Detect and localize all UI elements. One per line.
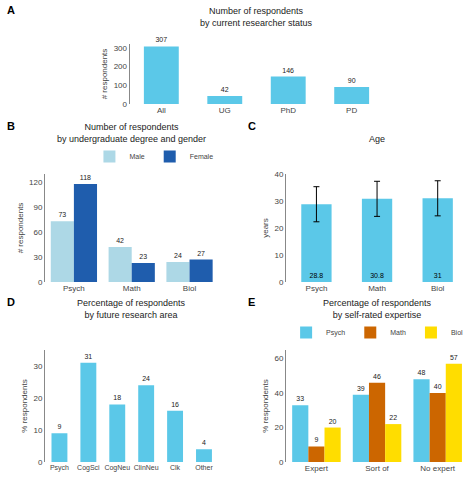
svg-text:20: 20 (275, 423, 284, 432)
svg-text:Math: Math (390, 329, 406, 336)
svg-text:48: 48 (418, 369, 426, 376)
svg-text:PD: PD (346, 106, 357, 115)
svg-text:0: 0 (279, 458, 284, 467)
svg-text:Math: Math (368, 284, 386, 293)
svg-text:10: 10 (275, 251, 284, 260)
svg-text:Math: Math (123, 284, 141, 293)
svg-text:ClinNeu: ClinNeu (134, 464, 159, 471)
svg-text:0: 0 (38, 458, 43, 467)
svg-text:9: 9 (314, 436, 318, 443)
svg-text:Biol: Biol (451, 329, 463, 336)
svg-text:Percentage of respondentsby fu: Percentage of respondentsby future resea… (77, 298, 186, 320)
svg-text:0: 0 (279, 278, 284, 287)
svg-text:146: 146 (282, 67, 294, 74)
svg-text:24: 24 (142, 375, 150, 382)
svg-text:200: 200 (114, 62, 128, 71)
svg-text:20: 20 (329, 418, 337, 425)
svg-text:31: 31 (84, 353, 92, 360)
svg-text:Sort of: Sort of (365, 464, 389, 473)
svg-text:9: 9 (57, 423, 61, 430)
svg-text:30.8: 30.8 (370, 272, 384, 279)
svg-text:No expert: No expert (420, 464, 455, 473)
svg-text:years: years (261, 218, 270, 238)
svg-text:40: 40 (275, 389, 284, 398)
svg-text:40: 40 (434, 383, 442, 390)
svg-text:Biol: Biol (183, 284, 197, 293)
svg-text:Male: Male (129, 153, 144, 160)
svg-text:90: 90 (348, 77, 356, 84)
svg-text:4: 4 (202, 439, 206, 446)
svg-text:30: 30 (275, 197, 284, 206)
svg-text:90: 90 (33, 203, 42, 212)
svg-text:20: 20 (33, 394, 42, 403)
svg-text:A: A (7, 4, 15, 16)
svg-text:# respondents: # respondents (16, 203, 25, 254)
svg-text:46: 46 (373, 373, 381, 380)
svg-text:E: E (248, 296, 255, 308)
svg-text:Other: Other (195, 464, 213, 471)
svg-text:CogNeu: CogNeu (104, 464, 130, 472)
svg-text:Psych: Psych (63, 284, 85, 293)
svg-text:0: 0 (123, 100, 128, 109)
svg-text:Expert: Expert (305, 464, 329, 473)
svg-text:100: 100 (114, 81, 128, 90)
svg-text:22: 22 (389, 414, 397, 421)
svg-text:Number of respondentsby underg: Number of respondentsby undergraduate de… (57, 122, 206, 144)
svg-text:D: D (7, 296, 15, 308)
svg-text:39: 39 (357, 385, 365, 392)
svg-text:30: 30 (33, 362, 42, 371)
svg-text:18: 18 (113, 394, 121, 401)
svg-text:# respondents: # respondents (100, 49, 109, 100)
svg-text:Psych: Psych (50, 464, 69, 472)
svg-text:Biol: Biol (431, 284, 445, 293)
svg-text:Clk: Clk (170, 464, 181, 471)
svg-text:C: C (248, 120, 256, 132)
svg-text:118: 118 (80, 174, 91, 181)
svg-text:33: 33 (296, 395, 304, 402)
svg-text:120: 120 (29, 178, 43, 187)
svg-text:All: All (157, 106, 166, 115)
svg-text:Number of respondentsby curren: Number of respondentsby current research… (200, 6, 313, 28)
svg-text:% respondents: % respondents (20, 379, 29, 432)
svg-text:307: 307 (155, 36, 167, 43)
svg-text:24: 24 (174, 252, 182, 259)
svg-text:10: 10 (33, 426, 42, 435)
svg-text:40: 40 (275, 170, 284, 179)
svg-text:23: 23 (139, 253, 147, 260)
svg-text:60: 60 (33, 228, 42, 237)
svg-text:28.8: 28.8 (310, 272, 324, 279)
svg-text:57: 57 (450, 354, 458, 361)
svg-text:UG: UG (219, 106, 231, 115)
svg-text:42: 42 (116, 237, 124, 244)
svg-text:73: 73 (58, 211, 66, 218)
svg-text:42: 42 (221, 86, 229, 93)
svg-text:PhD: PhD (280, 106, 296, 115)
svg-text:Psych: Psych (306, 284, 328, 293)
svg-text:31: 31 (434, 272, 442, 279)
svg-text:Female: Female (190, 153, 213, 160)
svg-text:Percentage of respondentsby se: Percentage of respondentsby self-rated e… (323, 298, 432, 320)
svg-text:27: 27 (197, 250, 205, 257)
svg-text:30: 30 (33, 253, 42, 262)
svg-text:Psych: Psych (326, 329, 345, 337)
svg-text:0: 0 (38, 278, 43, 287)
svg-text:Age: Age (369, 134, 385, 144)
svg-text:60: 60 (275, 354, 284, 363)
svg-text:% respondents: % respondents (261, 379, 270, 432)
svg-text:300: 300 (114, 44, 128, 53)
svg-text:B: B (7, 120, 15, 132)
svg-text:CogSci: CogSci (77, 464, 100, 472)
svg-text:16: 16 (171, 401, 179, 408)
svg-text:20: 20 (275, 224, 284, 233)
